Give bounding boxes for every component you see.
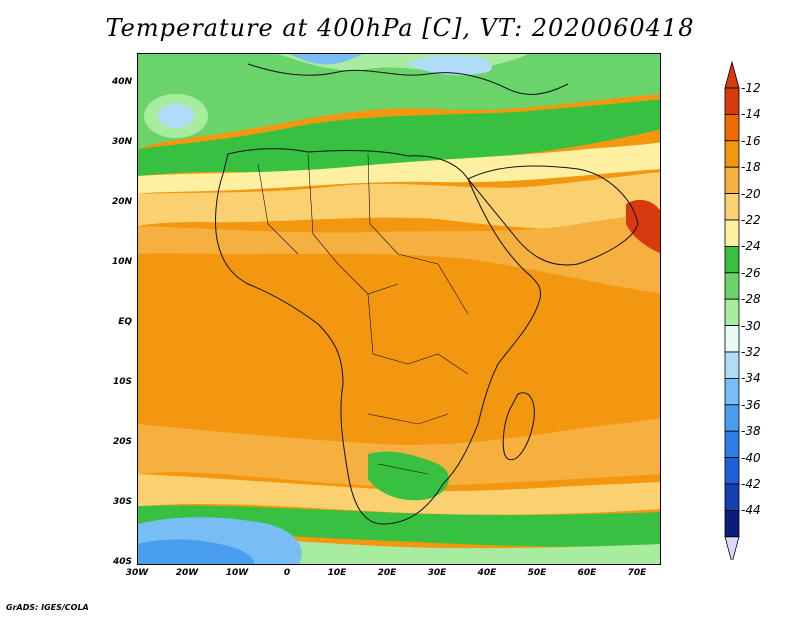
- colorbar-swatch: [724, 272, 740, 300]
- colorbar-level-label: -38: [741, 424, 761, 439]
- credit-text: GrADS: IGES/COLA: [6, 603, 89, 612]
- colorbar-level-label: -28: [741, 292, 761, 307]
- colorbar-swatch: [724, 140, 740, 168]
- lon-tick-30w: 30W: [125, 568, 149, 578]
- colorbar-swatch: [724, 509, 740, 538]
- lon-tick-70e: 70E: [627, 568, 647, 578]
- colorbar: [722, 60, 792, 565]
- colorbar-swatch: [724, 483, 740, 511]
- colorbar-level-label: -26: [741, 265, 761, 280]
- africa-coastline: [215, 148, 542, 525]
- field-south-africa-cold: [368, 451, 449, 501]
- colorbar-level-label: -32: [741, 345, 761, 359]
- lon-tick-10e: 10E: [327, 568, 347, 578]
- arabia-coastline: [467, 165, 639, 266]
- lon-tick-30e: 30E: [427, 568, 447, 578]
- lon-tick-10w: 10W: [225, 568, 249, 578]
- lon-tick-50e: 50E: [527, 568, 547, 578]
- colorbar-level-label: -18: [741, 160, 761, 175]
- temperature-field: [138, 54, 660, 564]
- lon-tick-20w: 20W: [175, 568, 199, 578]
- chart-title: Temperature at 400hPa [C], VT: 202006041…: [105, 14, 695, 42]
- lat-tick-40s: 40S: [112, 557, 132, 567]
- colorbar-level-label: -34: [741, 371, 761, 386]
- colorbar-swatch: [724, 298, 740, 326]
- lat-tick-10n: 10N: [111, 257, 132, 267]
- lat-tick-20n: 20N: [111, 197, 132, 207]
- lat-tick-40n: 40N: [111, 77, 132, 87]
- map-panel: [137, 53, 661, 565]
- field-eddy-inner: [158, 104, 194, 128]
- country-borders: [257, 153, 469, 475]
- field-south-band-18: [138, 418, 660, 487]
- lat-tick-10s: 10S: [112, 377, 132, 387]
- colorbar-level-label: -42: [741, 477, 761, 491]
- lat-tick-eq: EQ: [118, 317, 132, 327]
- colorbar-swatch: [724, 193, 740, 221]
- colorbar-swatch: [724, 430, 740, 459]
- colorbar-swatch: [724, 404, 740, 432]
- field-band-20: [138, 172, 660, 230]
- field-band-22: [138, 142, 660, 194]
- lat-tick-20s: 20S: [112, 437, 132, 447]
- lon-tick-60e: 60E: [577, 568, 597, 578]
- colorbar-swatch: [724, 219, 740, 247]
- field-north-band: [138, 54, 660, 149]
- lon-tick-40e: 40E: [477, 568, 497, 578]
- field-patch-32: [408, 55, 493, 76]
- colorbar-level-label: -22: [741, 213, 761, 227]
- madagascar-coastline: [502, 392, 535, 461]
- colorbar-level-label: -16: [741, 133, 761, 148]
- colorbar-level-label: -14: [741, 107, 761, 122]
- colorbar-bottom-cap: [724, 536, 740, 565]
- colorbar-swatches: [724, 60, 740, 565]
- field-band-18: [138, 212, 660, 294]
- colorbar-level-label: -36: [741, 397, 761, 412]
- colorbar-swatch: [724, 377, 740, 406]
- colorbar-swatch: [724, 325, 740, 353]
- field-south-band-24: [138, 505, 660, 547]
- lat-tick-30s: 30S: [112, 497, 132, 507]
- lat-tick-30n: 30N: [111, 137, 132, 147]
- colorbar-level-label: -20: [741, 186, 761, 201]
- field-south-cold-36: [138, 539, 255, 564]
- colorbar-swatch: [724, 166, 740, 194]
- colorbar-level-label: -12: [741, 81, 761, 95]
- colorbar-swatch: [724, 457, 740, 485]
- colorbar-swatch: [724, 114, 740, 142]
- field-band-24: [138, 99, 660, 176]
- colorbar-swatch: [724, 87, 740, 115]
- colorbar-swatch: [724, 351, 740, 379]
- colorbar-level-label: -40: [741, 450, 761, 465]
- colorbar-level-label: -24: [741, 239, 761, 254]
- europe-coastline: [247, 63, 569, 95]
- colorbar-level-label: -44: [741, 503, 761, 518]
- lon-tick-0: 0: [283, 568, 291, 578]
- field-patch-34: [288, 54, 363, 65]
- colorbar-top-cap: [724, 60, 740, 89]
- colorbar-swatch: [724, 245, 740, 274]
- colorbar-level-label: -30: [741, 318, 761, 333]
- lon-tick-20e: 20E: [377, 568, 397, 578]
